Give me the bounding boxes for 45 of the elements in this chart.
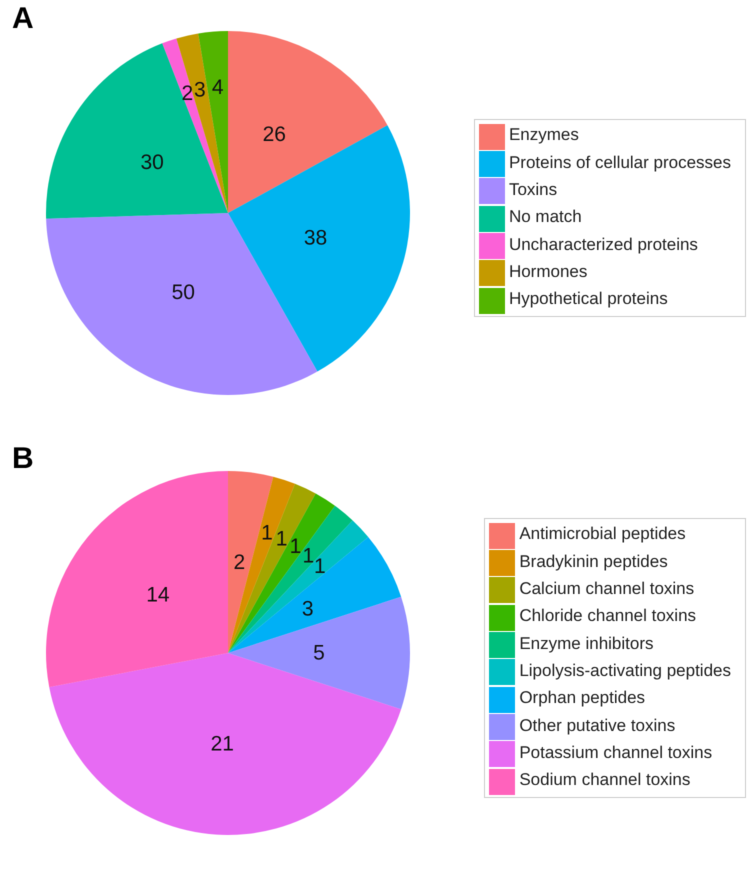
data-label: 1 <box>276 527 288 550</box>
legend-label: Chloride channel toxins <box>519 606 696 626</box>
data-label: 1 <box>261 522 273 545</box>
legend-label: No match <box>508 207 582 226</box>
data-label: 4 <box>212 76 224 99</box>
legend-label: Potassium channel toxins <box>519 742 712 762</box>
data-label: 38 <box>304 226 328 250</box>
pie-slice <box>228 596 410 710</box>
legend-label: Lipolysis-activating peptides <box>519 661 731 680</box>
data-label: 14 <box>146 583 170 606</box>
legend-label: Orphan peptides <box>519 688 646 708</box>
legend-label: Enzymes <box>508 125 579 144</box>
pie-slice <box>46 43 228 219</box>
legend-label: Uncharacterized proteins <box>508 234 698 254</box>
data-label: 5 <box>313 642 325 664</box>
legend-label: Bradykinin peptides <box>519 552 668 571</box>
data-label: 50 <box>172 280 195 304</box>
legend-label: Antimicrobial peptides <box>519 524 686 544</box>
data-label: 21 <box>210 732 234 756</box>
data-label: 3 <box>302 598 314 621</box>
data-label: 1 <box>302 544 314 568</box>
legend-label: Calcium channel toxins <box>519 579 694 598</box>
legend-label: Toxins <box>508 180 558 199</box>
pie-slice <box>228 31 388 213</box>
pie-slice <box>46 471 228 688</box>
pie-slice <box>176 33 228 213</box>
data-label: 3 <box>194 78 206 102</box>
legend-label: Hormones <box>508 262 588 281</box>
pie-slice <box>228 471 274 653</box>
data-label: 2 <box>234 551 246 574</box>
chart-title: B <box>12 442 34 476</box>
legend-label: Hypothetical proteins <box>508 289 668 308</box>
data-label: 1 <box>290 535 302 558</box>
pie-slice <box>228 484 316 653</box>
legend-label: Sodium channel toxins <box>519 770 690 790</box>
legend-label: Enzyme inhibitors <box>519 634 654 653</box>
pie-slice <box>162 38 228 213</box>
pie-slice <box>228 125 410 372</box>
data-label: 2 <box>182 82 194 106</box>
data-label: 1 <box>314 555 326 578</box>
legend-label: Proteins of cellular processes <box>508 152 731 172</box>
data-label: 30 <box>140 151 164 174</box>
legend-label: Other putative toxins <box>519 716 676 735</box>
data-label: 26 <box>262 123 286 146</box>
chart-title: A <box>12 2 34 36</box>
